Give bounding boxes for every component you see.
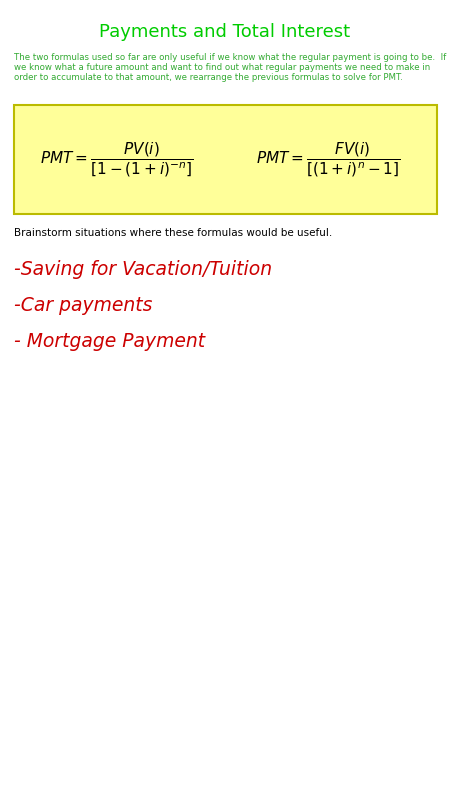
Text: $PMT = \dfrac{FV(i)}{[(1+i)^{n}-1]}$: $PMT = \dfrac{FV(i)}{[(1+i)^{n}-1]}$ xyxy=(256,141,401,179)
Text: -Car payments: -Car payments xyxy=(14,296,152,315)
Text: Brainstorm situations where these formulas would be useful.: Brainstorm situations where these formul… xyxy=(14,228,332,238)
Text: -Saving for Vacation/Tuition: -Saving for Vacation/Tuition xyxy=(14,260,272,279)
Text: $PMT = \dfrac{PV(i)}{[1-(1+i)^{-n}]}$: $PMT = \dfrac{PV(i)}{[1-(1+i)^{-n}]}$ xyxy=(40,141,194,179)
Text: Payments and Total Interest: Payments and Total Interest xyxy=(99,23,351,40)
FancyBboxPatch shape xyxy=(14,105,436,214)
Text: The two formulas used so far are only useful if we know what the regular payment: The two formulas used so far are only us… xyxy=(14,53,446,83)
Text: - Mortgage Payment: - Mortgage Payment xyxy=(14,332,205,350)
